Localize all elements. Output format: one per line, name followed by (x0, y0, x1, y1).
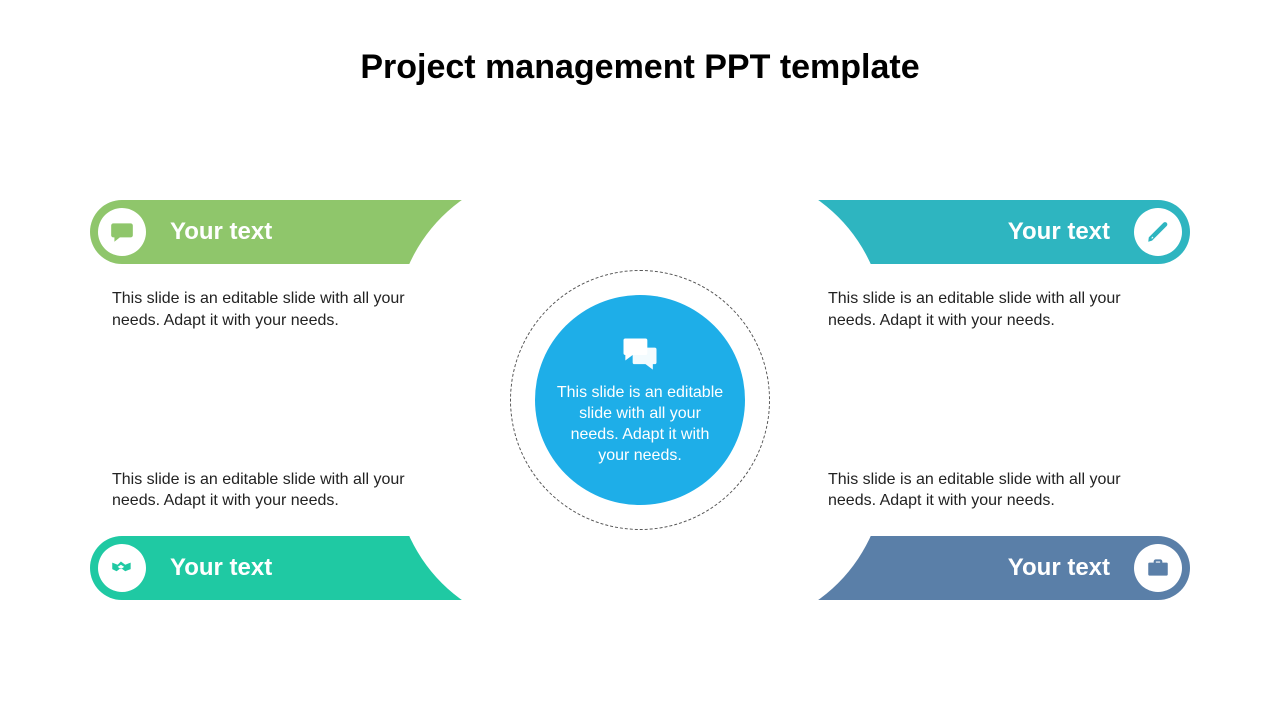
center-text: This slide is an editable slide with all… (553, 383, 727, 466)
pill-top-right-label: Your text (1008, 218, 1110, 246)
body-text-bottom-right: This slide is an editable slide with all… (828, 469, 1168, 512)
diagram-stage: Your text This slide is an editable slid… (90, 200, 1190, 600)
center-circle: This slide is an editable slide with all… (535, 295, 745, 505)
pill-top-left-label: Your text (170, 218, 272, 246)
slide-title: Project management PPT template (0, 48, 1280, 87)
pill-bottom-right-label: Your text (1008, 554, 1110, 582)
handshake-icon (98, 544, 146, 592)
body-text-top-left: This slide is an editable slide with all… (112, 288, 452, 331)
pen-icon (1134, 208, 1182, 256)
pill-top-left: Your text (90, 200, 530, 264)
pill-top-right: Your text (750, 200, 1190, 264)
briefcase-icon (1134, 544, 1182, 592)
pill-bottom-left-label: Your text (170, 554, 272, 582)
pill-bottom-right: Your text (750, 536, 1190, 600)
pill-bottom-left: Your text (90, 536, 530, 600)
body-text-bottom-left: This slide is an editable slide with all… (112, 469, 452, 512)
body-text-top-right: This slide is an editable slide with all… (828, 288, 1168, 331)
chat-double-icon (618, 333, 662, 377)
chat-icon (98, 208, 146, 256)
